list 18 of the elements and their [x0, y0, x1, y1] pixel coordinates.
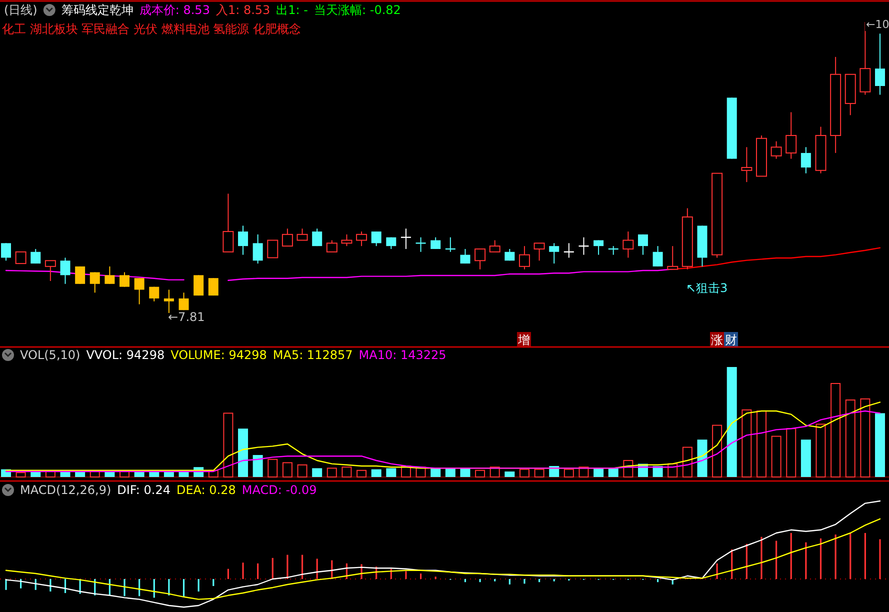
text: MA10: 143225: [358, 348, 446, 362]
annotation: 化工 湖北板块 军民融合 光伏 燃料电池 氢能源 化肥概念: [2, 22, 301, 36]
text: VVOL: 94298: [86, 348, 165, 362]
chart-title: (日线): [4, 3, 38, 17]
text: MACD: -0.09: [242, 483, 317, 497]
text: 当天涨幅: -0.82: [314, 3, 401, 17]
annotation: ↖狙击3: [686, 281, 728, 295]
text: 出1: -: [276, 3, 308, 17]
chart-subtitle: 筹码线定乾坤: [61, 3, 134, 17]
annotation: ←7.81: [168, 310, 205, 324]
text: DEA: 0.28: [176, 483, 236, 497]
text: VOLUME: 94298: [170, 348, 267, 362]
text: MA5: 112857: [272, 348, 353, 362]
text: 成本价: 8.53: [139, 3, 210, 17]
chart-title: MACD(12,26,9): [20, 483, 112, 497]
text: DIF: 0.24: [117, 483, 170, 497]
text: 入1: 8.53: [216, 3, 270, 17]
chart-title: VOL(5,10): [20, 348, 80, 362]
